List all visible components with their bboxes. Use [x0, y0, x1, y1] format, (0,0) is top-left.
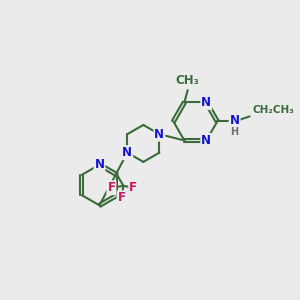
Text: N: N: [201, 96, 211, 109]
Text: CH₃: CH₃: [176, 74, 200, 87]
Text: H: H: [230, 127, 239, 137]
Text: F: F: [118, 191, 126, 204]
Text: N: N: [230, 114, 240, 127]
Text: F: F: [129, 181, 137, 194]
Text: N: N: [154, 128, 164, 141]
Text: N: N: [201, 134, 211, 147]
Text: N: N: [94, 158, 104, 171]
Text: N: N: [122, 146, 132, 159]
Text: F: F: [107, 181, 116, 194]
Text: CH₂CH₃: CH₂CH₃: [252, 104, 294, 115]
